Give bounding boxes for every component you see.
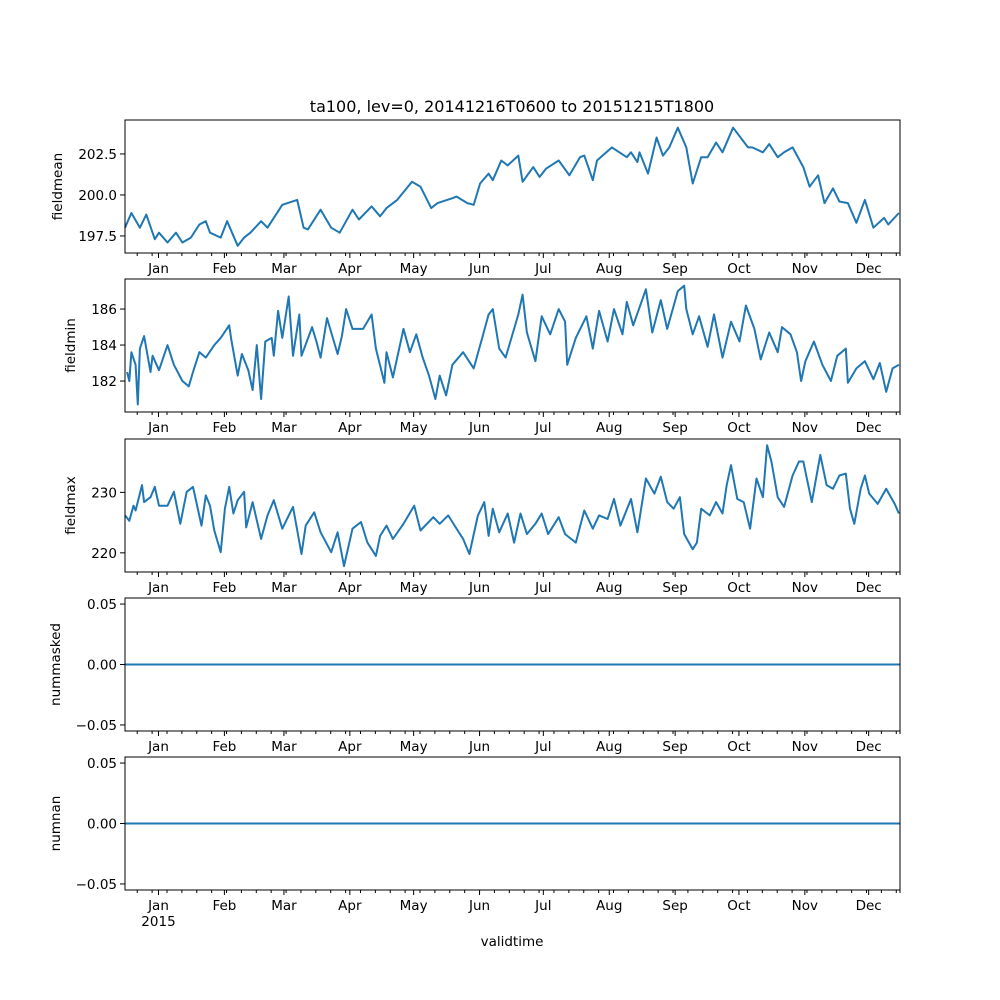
x-tick-label: Mar [271, 898, 297, 914]
fieldmax-series-line [124, 444, 900, 568]
x-tick-label: Jul [534, 898, 551, 914]
y-tick-label: 0.00 [87, 658, 117, 674]
x-tick-label: Apr [338, 261, 362, 277]
x-tick-label: Feb [212, 898, 236, 914]
x-tick-label: Sep [662, 739, 687, 755]
y-axis-label: fieldmin [63, 318, 79, 373]
x-tick-label: Jun [468, 580, 490, 596]
x-tick-label: Nov [792, 420, 818, 436]
x-tick-label: Nov [792, 261, 818, 277]
x-tick-label: Jan [147, 898, 169, 914]
y-tick-label: 230 [91, 485, 117, 501]
y-tick-label: 202.5 [78, 147, 117, 163]
x-tick-label: Dec [856, 261, 882, 277]
x-tick-label: Oct [727, 261, 750, 277]
x-tick-label: Aug [596, 898, 622, 914]
axes-frame [124, 119, 901, 254]
x-tick-label: Oct [727, 739, 750, 755]
x-tick-label: Dec [856, 580, 882, 596]
x-tick-label: Jun [468, 420, 490, 436]
x-tick-label: Feb [212, 420, 236, 436]
x-tick-label: May [400, 898, 428, 914]
x-tick-label: Nov [792, 580, 818, 596]
x-tick-label: Apr [338, 420, 362, 436]
x-tick-label: Aug [596, 261, 622, 277]
x-tick-label: May [400, 580, 428, 596]
x-tick-label: Jul [534, 580, 551, 596]
x-tick-label: Mar [271, 580, 297, 596]
subplot-fieldmin: 182 184 186 fieldmin Jan Feb Mar Apr May Jun Jul Au… [63, 278, 901, 436]
x-tick-label: Feb [212, 739, 236, 755]
x-tick-label: Oct [727, 898, 750, 914]
subplot-nummasked: −0.05 0.00 0.05 nummasked Jan Feb Mar Apr May Jun… [48, 597, 901, 755]
x-tick-label: Sep [662, 261, 687, 277]
chart-title: ta100, lev=0, 20141216T0600 to 20151215T… [310, 97, 714, 116]
y-axis-label: numnan [48, 796, 64, 852]
x-tick-label: Aug [596, 420, 622, 436]
x-tick-label: Dec [856, 420, 882, 436]
x-tick-label: Feb [212, 580, 236, 596]
y-tick-label: 0.05 [87, 597, 117, 613]
x-axis-label: validtime [481, 934, 544, 950]
y-axis-label: nummasked [48, 623, 64, 706]
x-tick-label: Jul [534, 420, 551, 436]
x-tick-label: Jan [147, 580, 169, 596]
x-tick-label: Jan [147, 739, 169, 755]
x-tick-label: Jul [534, 261, 551, 277]
x-tick-label: Jul [534, 739, 551, 755]
x-tick-label: Aug [596, 739, 622, 755]
y-tick-label: 0.00 [87, 817, 117, 833]
x-tick-label: Sep [662, 420, 687, 436]
y-tick-label: 182 [91, 374, 117, 390]
x-tick-label: Mar [271, 261, 297, 277]
x-tick-label: Jun [468, 739, 490, 755]
fieldmin-series-line [126, 284, 900, 406]
x-tick-label: Oct [727, 580, 750, 596]
x-tick-label: Apr [338, 739, 362, 755]
x-tick-label: Jan [147, 420, 169, 436]
x-tick-label: Dec [856, 898, 882, 914]
y-tick-label: 197.5 [78, 229, 117, 245]
x-tick-label: Apr [338, 580, 362, 596]
x-tick-label: Jun [468, 898, 490, 914]
x-tick-label: Apr [338, 898, 362, 914]
y-axis-label: fieldmax [63, 476, 79, 535]
x-tick-label: Sep [662, 580, 687, 596]
y-tick-label: 220 [91, 546, 117, 562]
subplot-fieldmean: 197.5 200.0 202.5 fieldmean Jan Feb Mar Apr May J… [50, 119, 901, 277]
y-tick-label: −0.05 [76, 877, 117, 893]
x-tick-label: May [400, 261, 428, 277]
x-tick-label: Dec [856, 739, 882, 755]
axes-frame [124, 438, 901, 573]
x-tick-label: Sep [662, 898, 687, 914]
x-tick-label: Mar [271, 739, 297, 755]
y-tick-label: 0.05 [87, 756, 117, 772]
y-tick-label: 200.0 [78, 188, 117, 204]
x-tick-label: Jan [147, 261, 169, 277]
x-tick-label: Mar [271, 420, 297, 436]
x-tick-label: May [400, 420, 428, 436]
axes-frame [124, 278, 901, 413]
subplot-fieldmax: 220 230 fieldmax Jan Feb Mar Apr May Jun Jul Aug Se… [63, 438, 901, 596]
x-tick-label: Aug [596, 580, 622, 596]
y-axis-label: fieldmean [50, 153, 66, 220]
x-tick-label: Nov [792, 739, 818, 755]
y-tick-label: 186 [91, 302, 117, 318]
y-tick-label: 184 [91, 338, 117, 354]
x-tick-label: Jun [468, 261, 490, 277]
x-tick-label: May [400, 739, 428, 755]
x-tick-label: Nov [792, 898, 818, 914]
y-tick-label: −0.05 [76, 718, 117, 734]
x-tick-label: Feb [212, 261, 236, 277]
x-tick-label: Oct [727, 420, 750, 436]
x-tick-year-label: 2015 [141, 914, 175, 930]
fieldmean-series-line [124, 126, 900, 247]
